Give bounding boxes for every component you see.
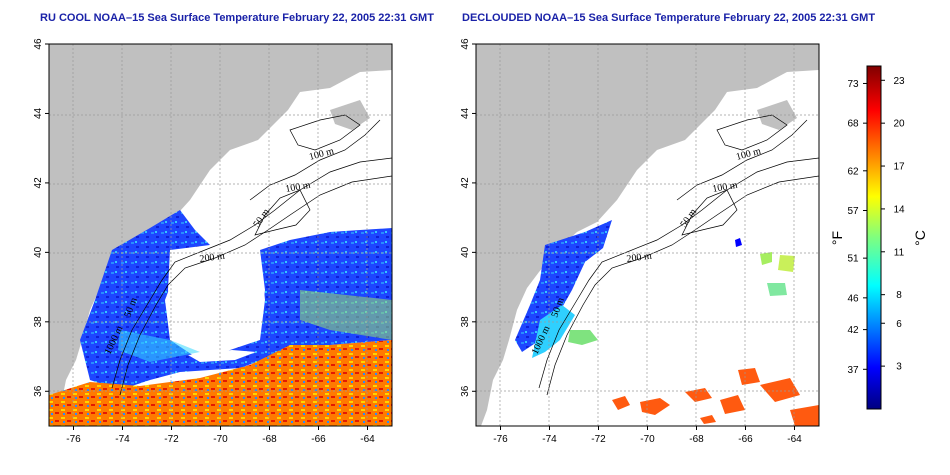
right-title: DECLOUDED NOAA–15 Sea Surface Temperatur… bbox=[462, 12, 875, 24]
y-tick-label: 40 bbox=[33, 246, 44, 258]
celsius-tick-label: 11 bbox=[894, 247, 905, 258]
y-tick-label: 46 bbox=[460, 38, 471, 50]
y-tick-label: 42 bbox=[460, 177, 471, 189]
x-tick-label: -66 bbox=[738, 434, 753, 445]
celsius-tick-label: 23 bbox=[893, 76, 905, 87]
fahrenheit-tick-label: 62 bbox=[847, 166, 859, 177]
x-tick-label: -66 bbox=[311, 434, 326, 445]
x-tick-label: -70 bbox=[213, 434, 228, 445]
celsius-tick-label: 3 bbox=[896, 362, 902, 373]
sst-cold bbox=[515, 220, 612, 352]
celsius-label: °C bbox=[912, 230, 928, 246]
x-tick-label: -72 bbox=[591, 434, 606, 445]
celsius-tick-label: 14 bbox=[893, 204, 905, 215]
colorbar: 23 20 17 14 11 8 6 3 73 68 62 57 51 46 42 37 °F °C bbox=[829, 65, 928, 410]
land bbox=[49, 44, 392, 426]
fahrenheit-tick-label: 68 bbox=[847, 119, 859, 130]
land bbox=[476, 44, 819, 426]
right-axis-ticks: -76 -74 -72 -70 -68 -66 -64 36 38 40 42 44 46 bbox=[460, 38, 802, 445]
x-tick-label: -68 bbox=[262, 434, 277, 445]
y-tick-label: 38 bbox=[460, 316, 471, 328]
fahrenheit-tick-label: 51 bbox=[847, 254, 859, 265]
colorbar-ramp bbox=[866, 65, 882, 410]
left-axis-ticks: -76 -74 -72 -70 -68 -66 -64 36 38 40 42 44 46 bbox=[33, 38, 375, 445]
contour-label: 100 m bbox=[285, 180, 312, 195]
contour-label: 100 m bbox=[712, 180, 739, 195]
x-tick-label: -74 bbox=[542, 434, 557, 445]
fahrenheit-tick-label: 37 bbox=[847, 365, 859, 376]
y-tick-label: 44 bbox=[33, 107, 44, 119]
x-tick-label: -64 bbox=[360, 434, 375, 445]
fahrenheit-tick-label: 42 bbox=[847, 325, 859, 336]
celsius-tick-label: 8 bbox=[896, 290, 902, 301]
fahrenheit-tick-label: 57 bbox=[847, 206, 859, 217]
y-tick-label: 36 bbox=[33, 385, 44, 397]
x-tick-label: -76 bbox=[66, 434, 81, 445]
x-tick-label: -74 bbox=[115, 434, 130, 445]
right-map: 100 m 100 m 50 m 200 m 50 m 1000 m bbox=[476, 44, 819, 426]
y-tick-label: 40 bbox=[460, 246, 471, 258]
sst-warm bbox=[612, 368, 819, 426]
y-tick-label: 38 bbox=[33, 316, 44, 328]
x-tick-label: -72 bbox=[164, 434, 179, 445]
y-tick-label: 42 bbox=[33, 177, 44, 189]
left-panel: RU COOL NOAA–15 Sea Surface Temperature … bbox=[40, 12, 434, 427]
x-tick-label: -64 bbox=[787, 434, 802, 445]
colorbar-ticks: 23 20 17 14 11 8 6 3 73 68 62 57 51 46 42 37 bbox=[847, 76, 905, 376]
x-tick-label: -68 bbox=[689, 434, 704, 445]
fahrenheit-tick-label: 73 bbox=[847, 79, 859, 90]
right-panel: DECLOUDED NOAA–15 Sea Surface Temperatur… bbox=[462, 12, 875, 427]
contour-label: 200 m bbox=[199, 251, 226, 265]
celsius-tick-label: 6 bbox=[896, 319, 902, 330]
y-tick-label: 46 bbox=[33, 38, 44, 50]
fahrenheit-tick-label: 46 bbox=[847, 293, 859, 304]
left-title: RU COOL NOAA–15 Sea Surface Temperature … bbox=[40, 12, 434, 24]
celsius-tick-label: 20 bbox=[893, 119, 905, 130]
fahrenheit-label: °F bbox=[829, 231, 845, 245]
sst-warm bbox=[49, 340, 392, 426]
y-tick-label: 44 bbox=[460, 107, 471, 119]
contour-label: 200 m bbox=[626, 251, 653, 265]
x-tick-label: -76 bbox=[493, 434, 508, 445]
x-tick-label: -70 bbox=[640, 434, 655, 445]
y-tick-label: 36 bbox=[460, 385, 471, 397]
left-map: 100 m 100 m 50 m 200 m 50 m 1000 m bbox=[49, 44, 392, 426]
celsius-tick-label: 17 bbox=[893, 162, 905, 173]
